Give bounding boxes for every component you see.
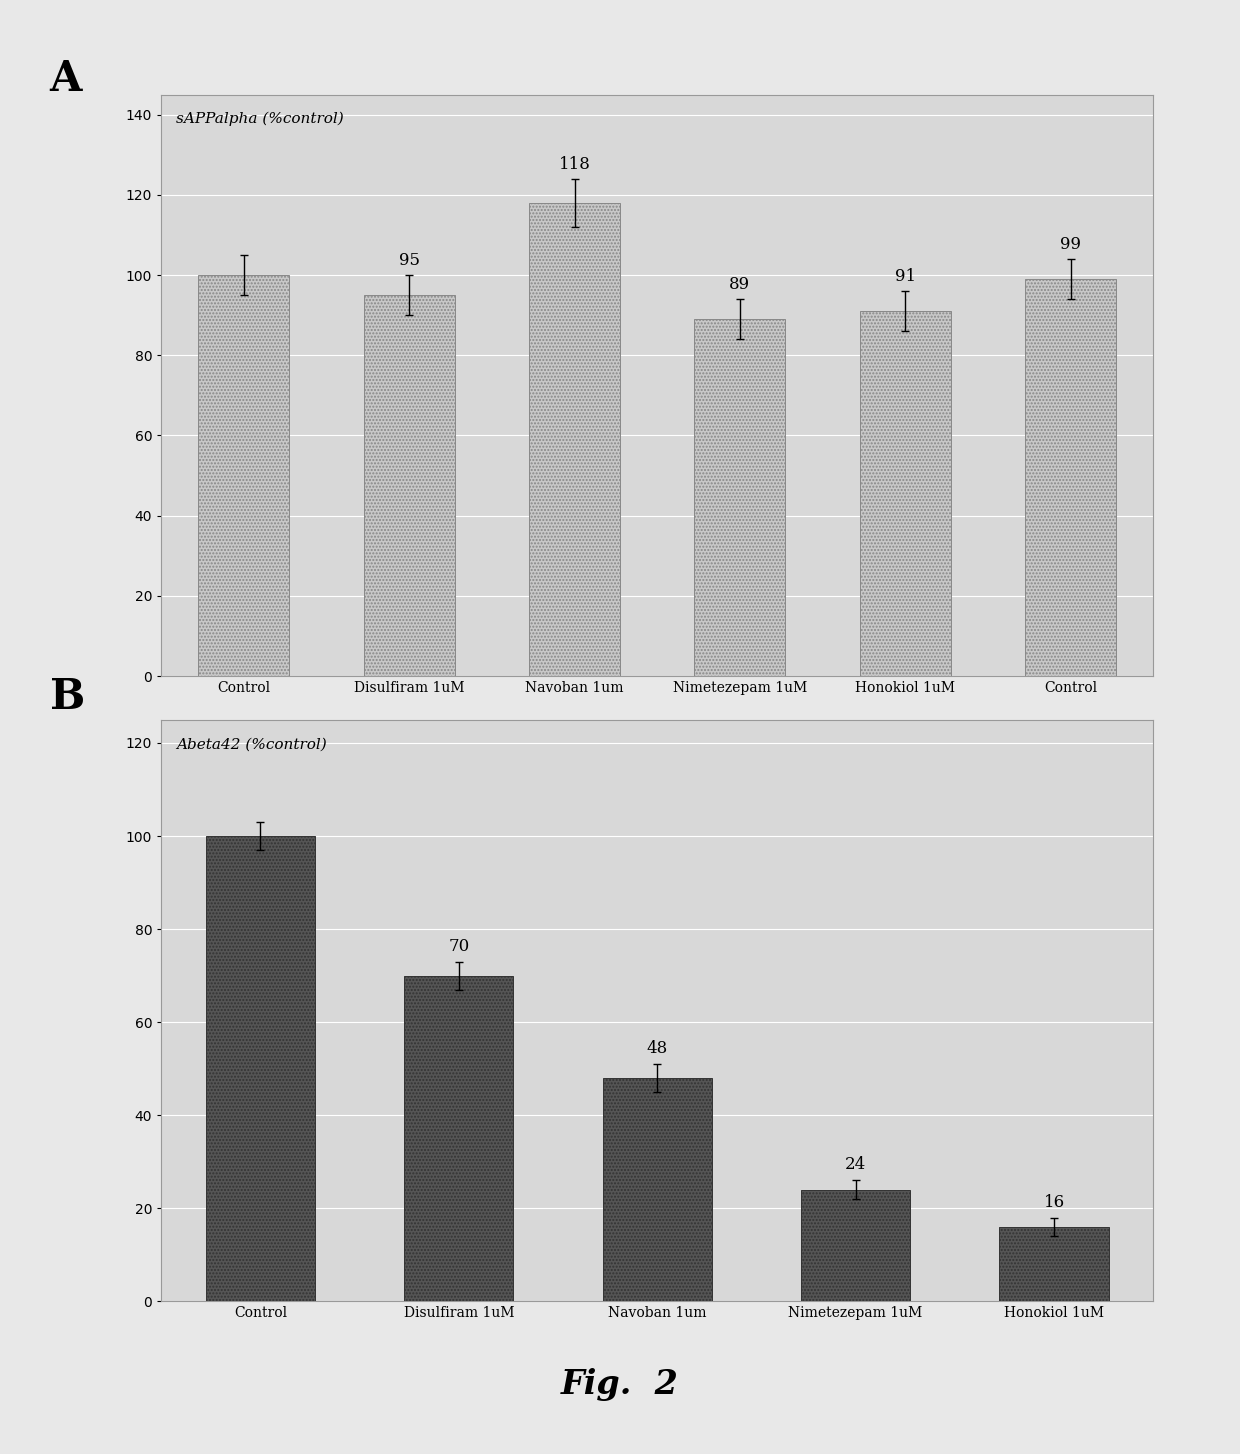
Text: 89: 89 xyxy=(729,276,750,294)
Bar xyxy=(529,202,620,676)
Text: A: A xyxy=(50,58,82,100)
Text: 99: 99 xyxy=(1060,236,1081,253)
Bar xyxy=(694,318,785,676)
Text: 118: 118 xyxy=(558,156,590,173)
Bar xyxy=(206,836,315,1301)
Text: 16: 16 xyxy=(1043,1194,1065,1211)
Text: Abeta42 (%control): Abeta42 (%control) xyxy=(176,737,327,752)
Bar xyxy=(801,1189,910,1301)
Text: 48: 48 xyxy=(646,1040,668,1057)
Text: 91: 91 xyxy=(894,268,916,285)
Bar xyxy=(198,275,289,676)
Text: 95: 95 xyxy=(399,252,419,269)
Bar xyxy=(859,311,951,676)
Bar xyxy=(404,976,513,1301)
Bar xyxy=(363,295,455,676)
Bar xyxy=(603,1077,712,1301)
Text: sAPPalpha (%control): sAPPalpha (%control) xyxy=(176,112,343,126)
Bar xyxy=(1025,279,1116,676)
Text: 70: 70 xyxy=(448,938,470,955)
Bar xyxy=(999,1227,1109,1301)
Text: 24: 24 xyxy=(844,1156,867,1173)
Text: B: B xyxy=(50,676,84,718)
Text: Fig.  2: Fig. 2 xyxy=(560,1368,680,1400)
